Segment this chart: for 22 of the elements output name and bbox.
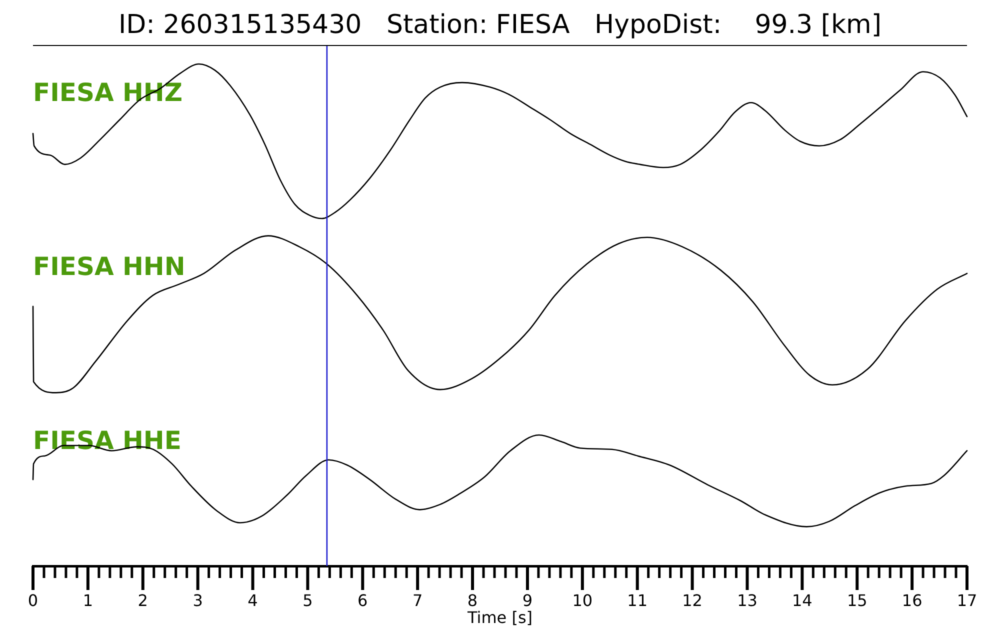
chart-title: ID: 260315135430 Station: FIESA HypoDist: 99.3 [km] [117,9,883,41]
x-tick-label: 9 [522,590,533,610]
x-tick-label: 1 [82,590,94,610]
x-tick-label: 8 [467,590,478,610]
x-tick-label: 7 [412,590,423,610]
x-tick-label: 2 [138,590,148,610]
x-tick-label: 5 [302,590,313,610]
x-tick-label: 6 [358,590,368,610]
series-label: FIESA HHN [33,252,186,281]
x-tick-label: 3 [192,590,203,610]
x-tick-label: 14 [792,590,812,610]
x-tick-label: 10 [572,590,593,610]
x-tick-label: 16 [902,590,922,610]
x-tick-label: 17 [956,590,978,610]
x-axis-title: Time [s] [466,608,534,627]
x-tick-label: 15 [846,590,868,610]
x-tick-label: 12 [682,590,702,610]
x-tick-label: 11 [627,590,648,610]
x-tick-label: 4 [248,590,258,610]
x-tick-label: 13 [737,590,758,610]
series-label: FIESA HHE [33,426,182,455]
x-tick-label: 0 [28,590,38,610]
